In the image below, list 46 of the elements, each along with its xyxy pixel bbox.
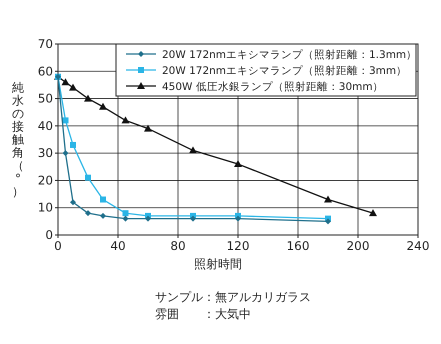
point xyxy=(85,210,91,216)
point xyxy=(122,210,128,216)
point xyxy=(70,199,76,206)
point xyxy=(145,216,151,222)
y-tick-label: 50 xyxy=(38,92,53,106)
point xyxy=(62,78,70,86)
point xyxy=(324,196,332,203)
point xyxy=(190,216,196,222)
x-tick-label: 120 xyxy=(226,239,250,253)
point xyxy=(369,209,377,216)
point xyxy=(99,102,107,110)
y-tick-label: 70 xyxy=(38,37,53,51)
x-tick-label: 240 xyxy=(406,239,430,253)
y-tick-label: 60 xyxy=(38,64,53,78)
point xyxy=(325,218,331,224)
legend-label: 20W 172nmエキシマランプ（照射距離：3mm） xyxy=(162,64,408,77)
y-tick-label: 30 xyxy=(38,146,53,160)
x-axis-title: 照射時間 xyxy=(194,257,242,271)
point xyxy=(189,146,197,154)
point xyxy=(69,84,77,91)
point xyxy=(62,150,68,156)
point xyxy=(234,160,242,168)
legend-label: 20W 172nmエキシマランプ（照射距離：1.3mm） xyxy=(162,48,418,61)
point xyxy=(100,212,106,219)
point xyxy=(84,94,92,102)
y-tick-label: 40 xyxy=(38,118,53,133)
x-tick-label: 40 xyxy=(110,239,126,253)
point xyxy=(85,174,91,181)
x-tick-label: 160 xyxy=(286,239,310,253)
y-tick-label: 10 xyxy=(38,200,53,215)
point xyxy=(144,124,152,132)
point xyxy=(70,142,76,148)
y-tick-label: 20 xyxy=(38,173,53,188)
point xyxy=(235,216,241,222)
text: 雰囲 ：大気中 xyxy=(155,307,251,321)
point xyxy=(122,216,128,222)
y-tick-label: 0 xyxy=(45,228,53,242)
point xyxy=(62,117,68,124)
x-tick-label: 0 xyxy=(54,239,62,253)
point xyxy=(122,116,130,124)
x-tick-label: 200 xyxy=(346,239,370,253)
point xyxy=(100,196,106,203)
text: サンプル：無アルカリガラス xyxy=(155,290,311,304)
text: 純水の接触角（°） xyxy=(12,80,24,198)
x-tick-label: 80 xyxy=(170,239,186,253)
legend-label: 450W 低圧水銀ランプ（照射距離：30mm） xyxy=(162,80,384,93)
